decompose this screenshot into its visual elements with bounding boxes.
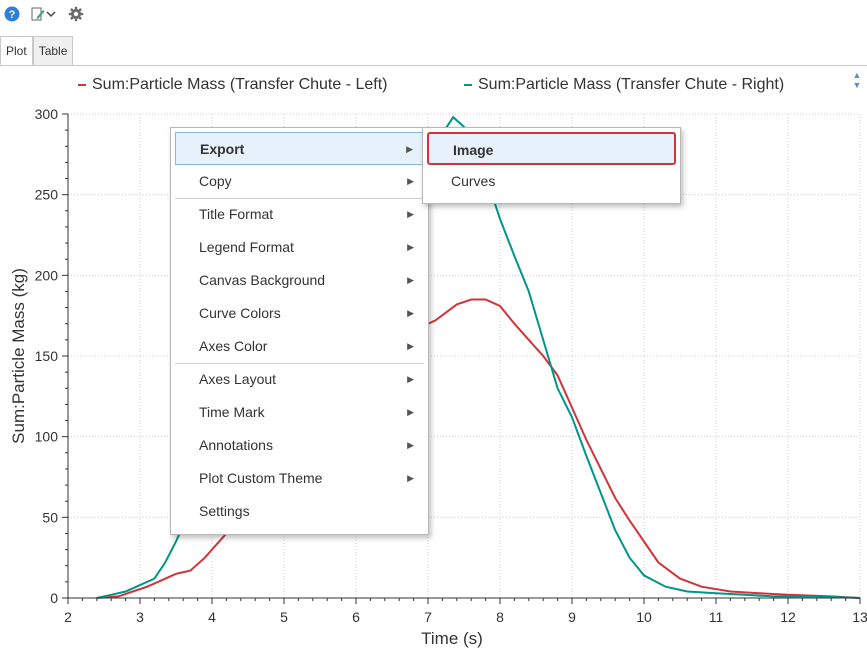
export-submenu: Image Curves <box>422 127 681 204</box>
tab-table[interactable]: Table <box>32 36 74 66</box>
chart-axes: 2 3 4 5 6 7 8 9 10 11 12 13 0 50 100 150 200 250 300 <box>35 106 867 625</box>
series-line-right <box>96 115 861 599</box>
menu-item-label: Legend Format <box>199 239 294 255</box>
x-tick-label: 2 <box>64 609 72 625</box>
menu-item-export[interactable]: Export ▶ <box>175 132 424 165</box>
menu-item-label: Title Format <box>199 206 274 222</box>
chevron-right-icon: ▶ <box>407 176 414 186</box>
menu-item-label: Annotations <box>199 437 273 453</box>
menu-item-label: Export <box>200 141 245 157</box>
chevron-right-icon: ▶ <box>407 440 414 450</box>
series-line-left <box>96 298 861 599</box>
x-tick-label: 7 <box>424 609 432 625</box>
chart-legend: Sum:Particle Mass (Transfer Chute - Left… <box>0 76 867 98</box>
y-tick-label: 250 <box>35 187 59 203</box>
menu-item-axes-layout[interactable]: Axes Layout ▶ <box>175 363 424 396</box>
menu-item-curve-colors[interactable]: Curve Colors ▶ <box>175 297 424 330</box>
menu-item-label: Axes Layout <box>199 371 277 387</box>
chevron-down-icon[interactable] <box>44 4 58 24</box>
plot-panel[interactable]: Sum:Particle Mass (Transfer Chute - Left… <box>0 66 867 661</box>
chevron-right-icon: ▶ <box>406 144 413 154</box>
x-tick-label: 6 <box>352 609 360 625</box>
submenu-item-curves[interactable]: Curves <box>451 173 496 189</box>
toolbar: ? <box>0 0 867 30</box>
context-menu: Export ▶ Copy ▶ Title Format ▶ Legend Format ▶ C… <box>170 127 429 535</box>
legend-swatch-right <box>464 84 472 86</box>
menu-separator <box>175 363 424 364</box>
chevron-right-icon: ▶ <box>407 407 414 417</box>
legend-item-left[interactable]: Sum:Particle Mass (Transfer Chute - Left… <box>78 76 388 94</box>
chevron-right-icon: ▶ <box>407 308 414 318</box>
menu-item-legend-format[interactable]: Legend Format ▶ <box>175 231 424 264</box>
scroll-up-icon[interactable]: ▲ <box>852 70 862 80</box>
x-axis-title: Time (s) <box>421 629 483 648</box>
y-tick-label: 0 <box>50 590 58 606</box>
menu-item-axes-color[interactable]: Axes Color ▶ <box>175 330 424 363</box>
menu-item-title-format[interactable]: Title Format ▶ <box>175 198 424 231</box>
submenu-item-image[interactable]: Image <box>427 132 676 165</box>
chevron-right-icon: ▶ <box>407 341 414 351</box>
menu-item-label: Plot Custom Theme <box>199 470 323 486</box>
menu-item-plot-custom-theme[interactable]: Plot Custom Theme ▶ <box>175 462 424 495</box>
chevron-right-icon: ▶ <box>407 473 414 483</box>
menu-item-label: Curve Colors <box>199 305 281 321</box>
legend-item-right[interactable]: Sum:Particle Mass (Transfer Chute - Righ… <box>464 76 784 94</box>
x-tick-label: 5 <box>280 609 288 625</box>
legend-scroll[interactable]: ▲ ▼ <box>851 70 863 90</box>
legend-label-left: Sum:Particle Mass (Transfer Chute - Left… <box>92 76 388 93</box>
chevron-right-icon: ▶ <box>407 242 414 252</box>
chevron-right-icon: ▶ <box>407 275 414 285</box>
x-tick-label: 9 <box>568 609 576 625</box>
chevron-right-icon: ▶ <box>407 209 414 219</box>
y-tick-label: 150 <box>35 348 59 364</box>
menu-item-canvas-background[interactable]: Canvas Background ▶ <box>175 264 424 297</box>
menu-item-annotations[interactable]: Annotations ▶ <box>175 429 424 462</box>
y-tick-label: 50 <box>42 509 58 525</box>
menu-item-time-mark[interactable]: Time Mark ▶ <box>175 396 424 429</box>
menu-item-settings[interactable]: Settings <box>175 495 424 528</box>
menu-item-label: Axes Color <box>199 338 268 354</box>
chevron-right-icon: ▶ <box>407 374 414 384</box>
legend-label-right: Sum:Particle Mass (Transfer Chute - Righ… <box>478 76 785 93</box>
legend-swatch-left <box>78 84 86 86</box>
view-tabs: Plot Table <box>0 36 74 66</box>
x-tick-label: 13 <box>852 609 867 625</box>
menu-item-label: Copy <box>199 173 232 189</box>
y-tick-label: 200 <box>35 267 59 283</box>
y-axis-title: Sum:Particle Mass (kg) <box>9 268 28 444</box>
edit-document-icon[interactable] <box>28 4 48 24</box>
tab-plot[interactable]: Plot <box>0 36 33 66</box>
tab-divider <box>0 65 867 66</box>
gear-icon[interactable] <box>66 4 86 24</box>
help-circle-icon[interactable]: ? <box>2 4 22 24</box>
x-tick-label: 12 <box>780 609 796 625</box>
svg-text:?: ? <box>9 9 16 21</box>
y-tick-label: 300 <box>35 106 59 122</box>
menu-item-copy[interactable]: Copy ▶ <box>175 165 424 198</box>
x-tick-label: 3 <box>136 609 144 625</box>
x-tick-label: 10 <box>636 609 652 625</box>
menu-separator <box>175 198 424 199</box>
menu-item-label: Time Mark <box>199 404 265 420</box>
y-tick-label: 100 <box>35 429 59 445</box>
menu-item-label: Canvas Background <box>199 272 326 288</box>
x-tick-label: 8 <box>496 609 504 625</box>
line-chart[interactable]: 2 3 4 5 6 7 8 9 10 11 12 13 0 50 100 150 200 250 300 Time … <box>0 66 867 661</box>
x-tick-label: 11 <box>709 609 724 625</box>
menu-item-label: Settings <box>199 503 250 519</box>
scroll-down-icon[interactable]: ▼ <box>852 80 862 90</box>
chart-curves <box>96 115 861 599</box>
x-tick-label: 4 <box>208 609 216 625</box>
